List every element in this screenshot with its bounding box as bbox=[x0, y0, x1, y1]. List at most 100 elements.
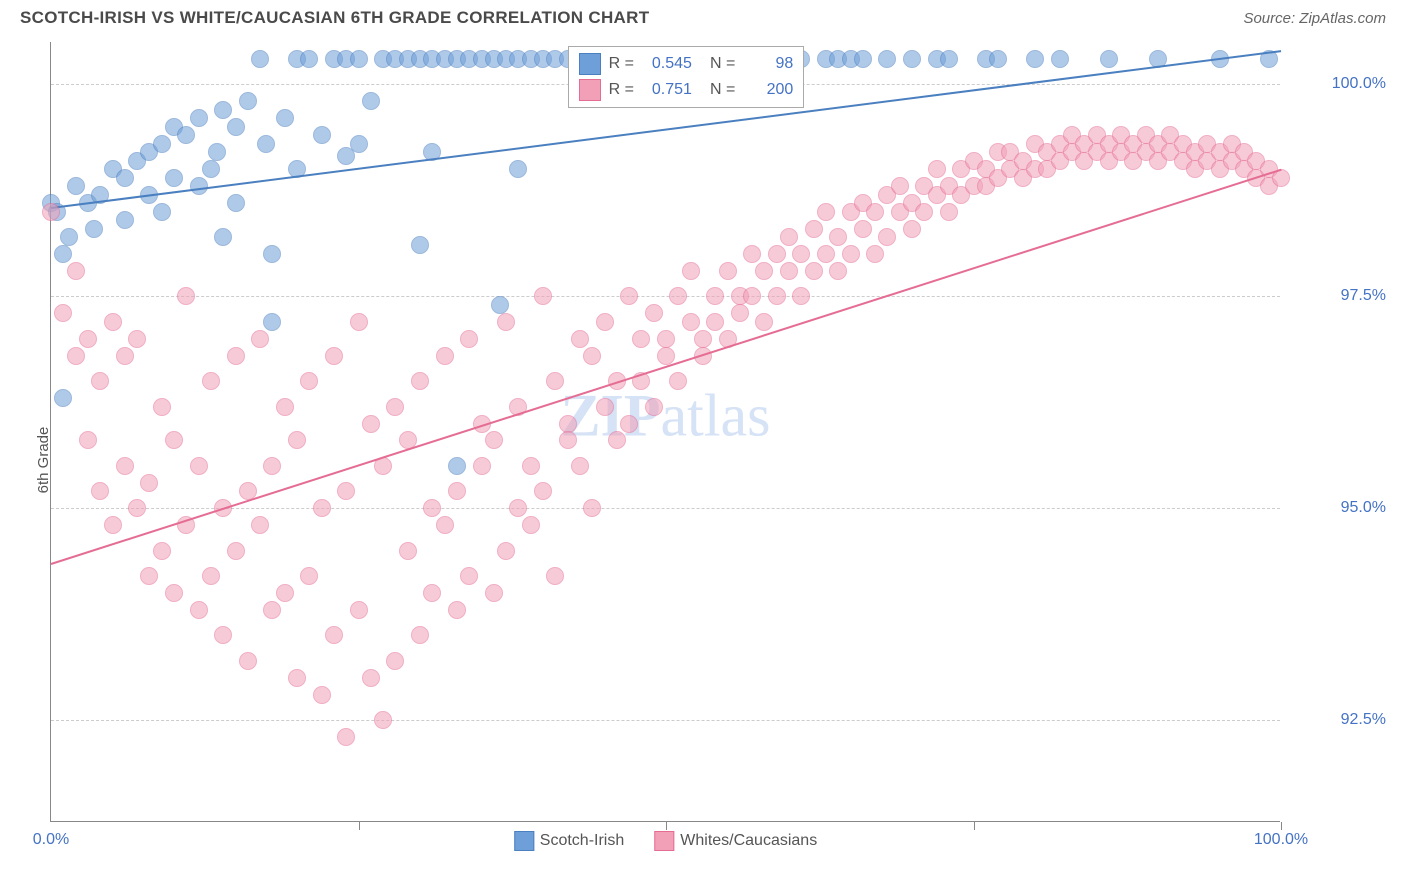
scatter-point bbox=[866, 203, 884, 221]
y-tick-label: 95.0% bbox=[1286, 499, 1386, 517]
scatter-point bbox=[153, 398, 171, 416]
scatter-point bbox=[239, 652, 257, 670]
scatter-point bbox=[436, 347, 454, 365]
scatter-point bbox=[669, 372, 687, 390]
scatter-point bbox=[768, 245, 786, 263]
scatter-point bbox=[583, 347, 601, 365]
gridline-h bbox=[51, 296, 1280, 297]
scatter-point bbox=[350, 135, 368, 153]
scatter-point bbox=[620, 287, 638, 305]
scatter-point bbox=[165, 584, 183, 602]
scatter-point bbox=[165, 169, 183, 187]
scatter-point bbox=[423, 584, 441, 602]
legend-swatch bbox=[579, 53, 601, 75]
scatter-point bbox=[706, 313, 724, 331]
scatter-point bbox=[67, 347, 85, 365]
scatter-point bbox=[202, 372, 220, 390]
chart-title: SCOTCH-IRISH VS WHITE/CAUCASIAN 6TH GRAD… bbox=[20, 8, 649, 28]
scatter-point bbox=[362, 415, 380, 433]
scatter-point bbox=[91, 482, 109, 500]
scatter-point bbox=[448, 457, 466, 475]
scatter-point bbox=[903, 220, 921, 238]
scatter-point bbox=[829, 262, 847, 280]
scatter-point bbox=[780, 228, 798, 246]
scatter-point bbox=[448, 482, 466, 500]
legend-n-value: 200 bbox=[743, 81, 793, 99]
scatter-point bbox=[497, 313, 515, 331]
scatter-point bbox=[768, 287, 786, 305]
chart-source: Source: ZipAtlas.com bbox=[1243, 10, 1386, 27]
scatter-point bbox=[288, 669, 306, 687]
scatter-point bbox=[657, 330, 675, 348]
scatter-point bbox=[227, 542, 245, 560]
y-tick-label: 100.0% bbox=[1286, 75, 1386, 93]
legend-n-label: N = bbox=[710, 55, 735, 73]
bottom-legend-item: Scotch-Irish bbox=[514, 831, 624, 851]
scatter-point bbox=[190, 109, 208, 127]
scatter-point bbox=[350, 313, 368, 331]
scatter-point bbox=[854, 220, 872, 238]
y-tick-label: 97.5% bbox=[1286, 287, 1386, 305]
scatter-point bbox=[276, 398, 294, 416]
legend-swatch bbox=[654, 831, 674, 851]
scatter-point bbox=[546, 567, 564, 585]
scatter-point bbox=[657, 347, 675, 365]
scatter-point bbox=[227, 118, 245, 136]
scatter-point bbox=[485, 584, 503, 602]
gridline-h bbox=[51, 508, 1280, 509]
scatter-point bbox=[251, 516, 269, 534]
scatter-point bbox=[374, 711, 392, 729]
scatter-point bbox=[1026, 50, 1044, 68]
bottom-legend-label: Whites/Caucasians bbox=[680, 832, 817, 850]
scatter-point bbox=[460, 567, 478, 585]
scatter-point bbox=[571, 330, 589, 348]
bottom-legend-label: Scotch-Irish bbox=[540, 832, 624, 850]
scatter-point bbox=[596, 398, 614, 416]
watermark-rest: atlas bbox=[661, 382, 771, 448]
scatter-point bbox=[632, 330, 650, 348]
chart-wrap: 6th Grade ZIPatlas 92.5%95.0%97.5%100.0%… bbox=[0, 32, 1406, 888]
scatter-point bbox=[805, 262, 823, 280]
scatter-point bbox=[350, 50, 368, 68]
legend-r-value: 0.545 bbox=[642, 55, 692, 73]
legend-swatch bbox=[514, 831, 534, 851]
scatter-point bbox=[202, 160, 220, 178]
scatter-point bbox=[362, 669, 380, 687]
scatter-point bbox=[878, 50, 896, 68]
scatter-point bbox=[411, 626, 429, 644]
scatter-point bbox=[423, 499, 441, 517]
scatter-point bbox=[67, 262, 85, 280]
scatter-point bbox=[817, 245, 835, 263]
gridline-h bbox=[51, 720, 1280, 721]
scatter-point bbox=[263, 457, 281, 475]
scatter-point bbox=[719, 262, 737, 280]
scatter-point bbox=[583, 499, 601, 517]
scatter-point bbox=[313, 686, 331, 704]
scatter-point bbox=[866, 245, 884, 263]
scatter-point bbox=[989, 50, 1007, 68]
scatter-point bbox=[288, 431, 306, 449]
scatter-point bbox=[79, 431, 97, 449]
scatter-point bbox=[313, 126, 331, 144]
scatter-point bbox=[620, 415, 638, 433]
scatter-point bbox=[399, 542, 417, 560]
scatter-point bbox=[190, 457, 208, 475]
x-tick-label-right: 100.0% bbox=[1254, 831, 1308, 849]
scatter-point bbox=[497, 542, 515, 560]
scatter-point bbox=[928, 160, 946, 178]
scatter-point bbox=[300, 50, 318, 68]
bottom-legend-item: Whites/Caucasians bbox=[654, 831, 817, 851]
scatter-point bbox=[436, 516, 454, 534]
scatter-point bbox=[263, 245, 281, 263]
scatter-point bbox=[522, 457, 540, 475]
scatter-point bbox=[337, 482, 355, 500]
legend-n-value: 98 bbox=[743, 55, 793, 73]
scatter-point bbox=[1100, 50, 1118, 68]
scatter-point bbox=[534, 482, 552, 500]
legend-stats-row: R =0.545N =98 bbox=[579, 51, 794, 77]
scatter-point bbox=[559, 415, 577, 433]
scatter-point bbox=[208, 143, 226, 161]
scatter-point bbox=[362, 92, 380, 110]
x-tick-mark bbox=[1281, 822, 1282, 830]
trend-line bbox=[51, 169, 1282, 565]
